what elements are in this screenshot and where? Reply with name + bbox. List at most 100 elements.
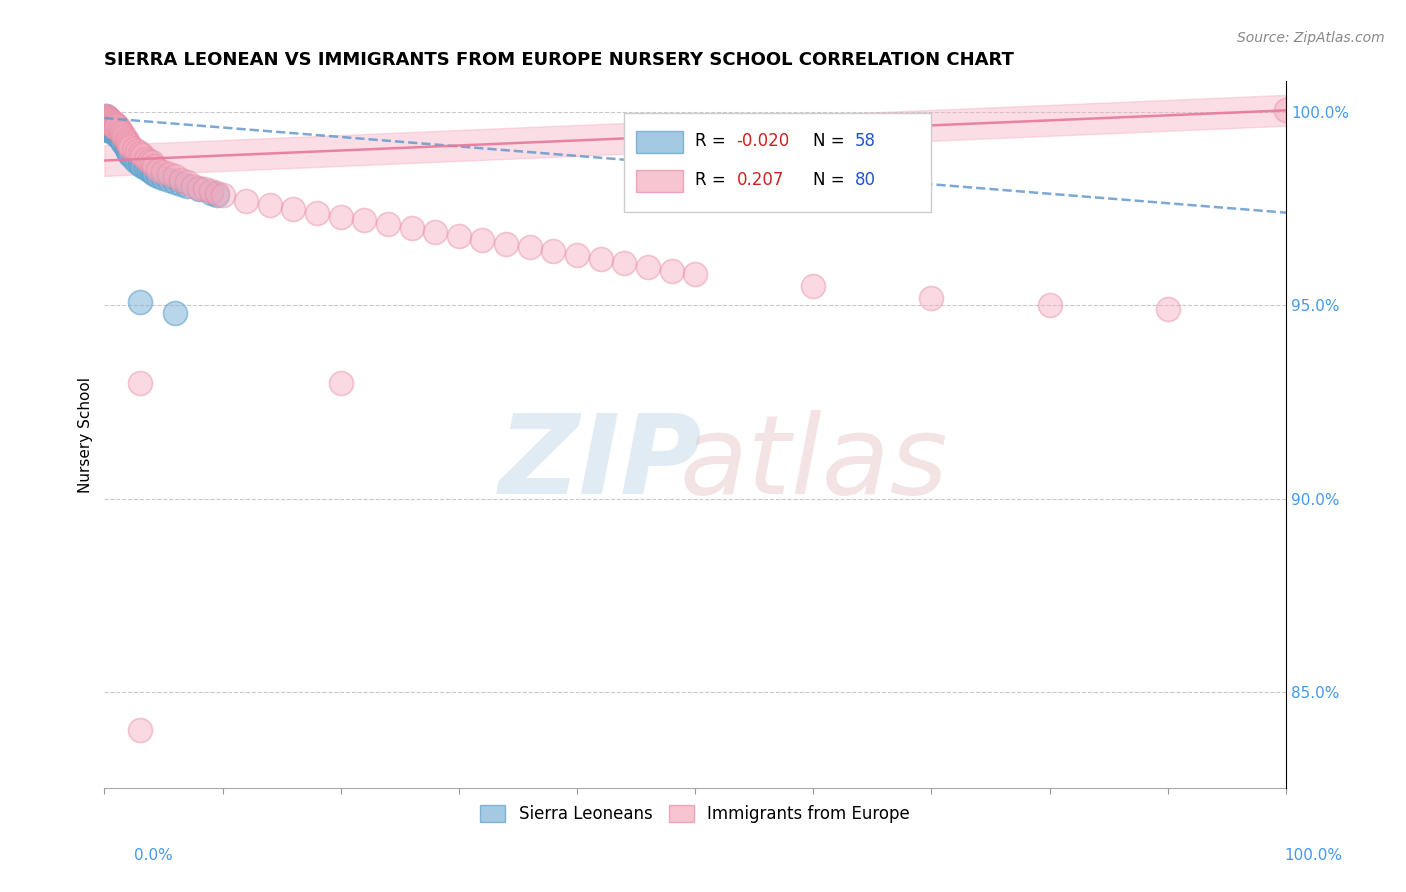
Point [128,157,150,171]
Text: atlas: atlas [679,409,948,516]
Point [683,268,706,282]
Point [138,163,160,178]
Point [114,130,136,145]
Point [108,130,131,145]
Point [111,134,134,148]
Point [128,294,150,309]
Point [98,122,121,136]
Point [115,142,138,156]
Point [1275,103,1298,118]
Point [97,116,120,130]
Point [104,120,127,134]
Point [152,170,174,185]
Text: 80: 80 [855,171,876,189]
Point [211,188,233,202]
Point [94,112,117,127]
Point [235,194,257,208]
Point [146,163,169,178]
Point [101,122,124,136]
Point [141,165,163,179]
Point [120,140,142,154]
Point [128,376,150,390]
Point [96,119,118,133]
Point [329,210,352,224]
Point [519,240,541,254]
Text: ZIP: ZIP [499,409,703,516]
Point [104,117,127,131]
Point [283,202,305,216]
Point [120,147,142,161]
Point [425,225,447,239]
Point [97,111,120,125]
Point [921,291,943,305]
Point [97,115,120,129]
Point [181,178,204,193]
Point [96,115,118,129]
Point [96,112,118,127]
Point [101,118,124,132]
Text: 0.207: 0.207 [737,171,785,189]
Text: R =: R = [695,132,725,151]
Point [101,119,124,133]
Point [98,117,121,131]
Point [94,109,117,123]
Point [801,279,824,293]
Point [112,128,135,143]
Point [115,134,138,148]
Point [259,198,281,212]
Point [146,169,169,183]
Text: R =: R = [695,171,725,189]
Point [97,122,120,136]
Point [94,120,117,135]
Point [97,111,120,125]
Point [165,306,187,320]
Point [165,169,187,183]
Point [194,182,217,196]
Point [104,122,127,136]
Point [637,260,659,274]
Point [98,120,121,135]
Point [187,180,209,194]
Point [143,159,166,173]
Point [377,217,399,231]
Point [96,110,118,124]
Text: 58: 58 [855,132,876,151]
Point [94,117,117,131]
Text: 0.0%: 0.0% [134,847,173,863]
Point [122,152,145,166]
Point [138,153,160,168]
Point [200,185,222,199]
Point [613,256,636,270]
Point [117,144,139,158]
Point [100,120,122,135]
Point [152,165,174,179]
Point [103,120,125,135]
Point [107,120,129,135]
Point [103,116,125,130]
Point [165,175,187,189]
Point [94,112,117,127]
Point [110,124,132,138]
Point [105,118,128,132]
Point [117,136,139,150]
Point [97,113,120,128]
Y-axis label: Nursery School: Nursery School [79,376,93,492]
Point [105,124,128,138]
Point [98,112,121,127]
Point [157,173,180,187]
Text: SIERRA LEONEAN VS IMMIGRANTS FROM EUROPE NURSERY SCHOOL CORRELATION CHART: SIERRA LEONEAN VS IMMIGRANTS FROM EUROPE… [104,51,1014,69]
Point [471,233,494,247]
Point [98,114,121,128]
Point [353,213,375,227]
Point [118,145,141,160]
Point [100,117,122,131]
Point [170,173,193,187]
Point [103,119,125,133]
Point [97,119,120,133]
Point [176,175,198,189]
Point [105,119,128,133]
Point [118,138,141,153]
Point [131,147,153,161]
Text: N =: N = [813,171,845,189]
FancyBboxPatch shape [636,169,683,193]
